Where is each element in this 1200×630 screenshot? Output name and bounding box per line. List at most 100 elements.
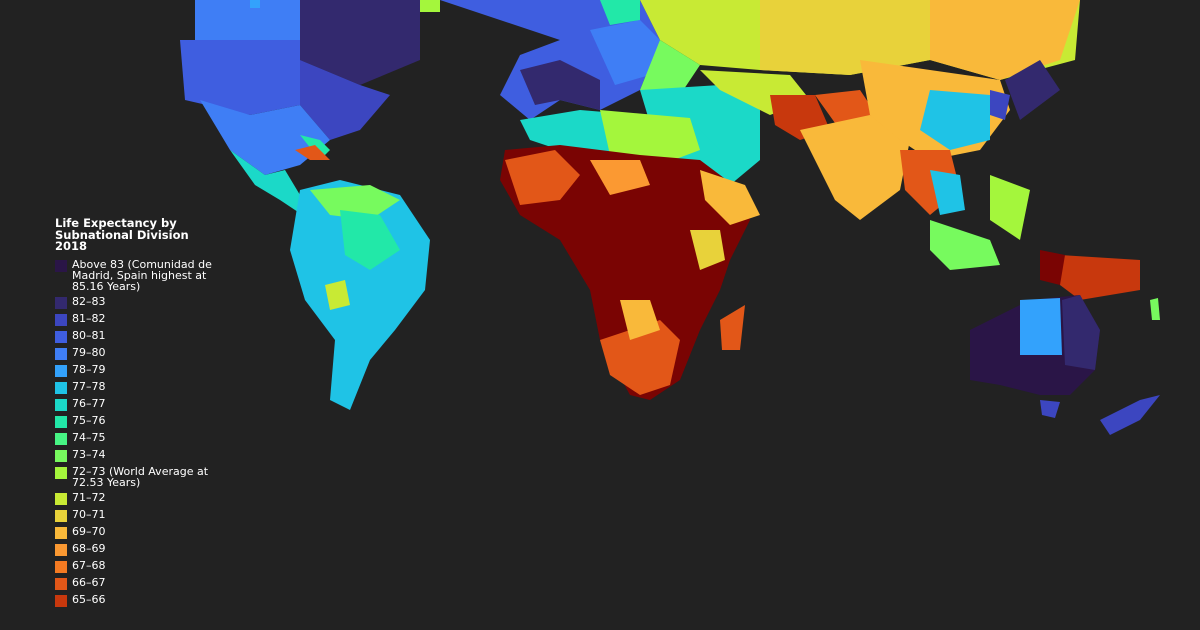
legend-label: 65–66 — [72, 592, 106, 606]
legend-label: 78–79 — [72, 362, 106, 376]
legend-item: 78–79 — [55, 364, 225, 377]
legend-item: 69–70 — [55, 526, 225, 539]
south-east-asia — [800, 60, 1140, 300]
legend-item: 76–77 — [55, 398, 225, 411]
region — [800, 115, 910, 220]
legend-item: 72–73 (World Average at 72.53 Years) — [55, 466, 225, 488]
region — [600, 320, 680, 395]
region — [325, 280, 350, 310]
legend-item: 80–81 — [55, 330, 225, 343]
region — [500, 145, 750, 400]
legend-item: 67–68 — [55, 560, 225, 573]
region — [200, 100, 330, 175]
legend-label: 66–67 — [72, 575, 106, 589]
region — [300, 60, 390, 140]
africa — [500, 110, 760, 400]
legend-swatch — [55, 577, 67, 590]
europe — [440, 0, 660, 120]
legend-swatch — [55, 492, 67, 505]
region — [640, 40, 700, 95]
region — [1150, 298, 1160, 320]
legend-swatch — [55, 449, 67, 462]
legend-swatch — [55, 543, 67, 556]
legend-item: 77–78 — [55, 381, 225, 394]
region — [930, 170, 965, 215]
legend-swatch — [55, 466, 67, 479]
oceania — [970, 295, 1160, 435]
legend-swatch — [55, 381, 67, 394]
region — [1005, 60, 1060, 120]
legend-item: 82–83 — [55, 296, 225, 309]
legend-label: 77–78 — [72, 379, 106, 393]
legend-list: Above 83 (Comunidad de Madrid, Spain hig… — [55, 259, 225, 611]
region — [760, 0, 930, 75]
region — [300, 0, 420, 85]
region — [990, 90, 1010, 120]
legend-item: 71–72 — [55, 492, 225, 505]
region — [295, 145, 330, 160]
region — [930, 0, 1080, 80]
legend-swatch — [55, 432, 67, 445]
legend-item: 66–67 — [55, 577, 225, 590]
legend-swatch — [55, 398, 67, 411]
legend: Life Expectancy by Subnational Division … — [55, 216, 225, 611]
legend-label: 74–75 — [72, 430, 106, 444]
region — [340, 210, 400, 270]
legend-item: 65–66 — [55, 594, 225, 607]
legend-swatch — [55, 296, 67, 309]
legend-label: 76–77 — [72, 396, 106, 410]
region — [600, 0, 640, 25]
region — [1100, 395, 1160, 435]
legend-item: 70–71 — [55, 509, 225, 522]
region — [920, 90, 990, 150]
south-america — [290, 180, 430, 410]
legend-label: 80–81 — [72, 328, 106, 342]
region — [1020, 298, 1062, 355]
legend-item: 73–74 — [55, 449, 225, 462]
region — [180, 40, 300, 115]
legend-label: 75–76 — [72, 413, 106, 427]
legend-swatch — [55, 415, 67, 428]
legend-swatch — [55, 560, 67, 573]
legend-label: 68–69 — [72, 541, 106, 555]
legend-item: 74–75 — [55, 432, 225, 445]
region — [600, 110, 700, 165]
legend-title: Life Expectancy by Subnational Division … — [55, 216, 189, 253]
legend-label: 73–74 — [72, 447, 106, 461]
region — [990, 175, 1030, 240]
legend-item: Above 83 (Comunidad de Madrid, Spain hig… — [55, 259, 225, 292]
region — [700, 170, 760, 225]
legend-item: 79–80 — [55, 347, 225, 360]
region — [1060, 255, 1140, 300]
legend-label: 71–72 — [72, 490, 106, 504]
legend-label: Above 83 (Comunidad de Madrid, Spain hig… — [72, 257, 212, 293]
legend-swatch — [55, 347, 67, 360]
legend-item: 75–76 — [55, 415, 225, 428]
legend-swatch — [55, 330, 67, 343]
region — [1040, 250, 1065, 285]
region — [1062, 295, 1100, 370]
legend-swatch — [55, 526, 67, 539]
region — [195, 0, 300, 40]
legend-item: 81–82 — [55, 313, 225, 326]
region — [590, 20, 660, 85]
region — [505, 150, 580, 205]
legend-label: 79–80 — [72, 345, 106, 359]
legend-swatch — [55, 364, 67, 377]
legend-swatch — [55, 509, 67, 522]
region — [690, 230, 725, 270]
north-america — [180, 0, 420, 220]
region — [620, 300, 660, 340]
legend-label: 72–73 (World Average at 72.53 Years) — [72, 464, 209, 489]
legend-label: 70–71 — [72, 507, 106, 521]
legend-label: 67–68 — [72, 558, 106, 572]
legend-item: 68–69 — [55, 543, 225, 556]
legend-swatch — [55, 594, 67, 607]
islands — [420, 0, 1160, 320]
region — [720, 305, 745, 350]
region — [310, 185, 400, 220]
legend-label: 81–82 — [72, 311, 106, 325]
region — [290, 180, 430, 410]
region — [520, 60, 600, 110]
